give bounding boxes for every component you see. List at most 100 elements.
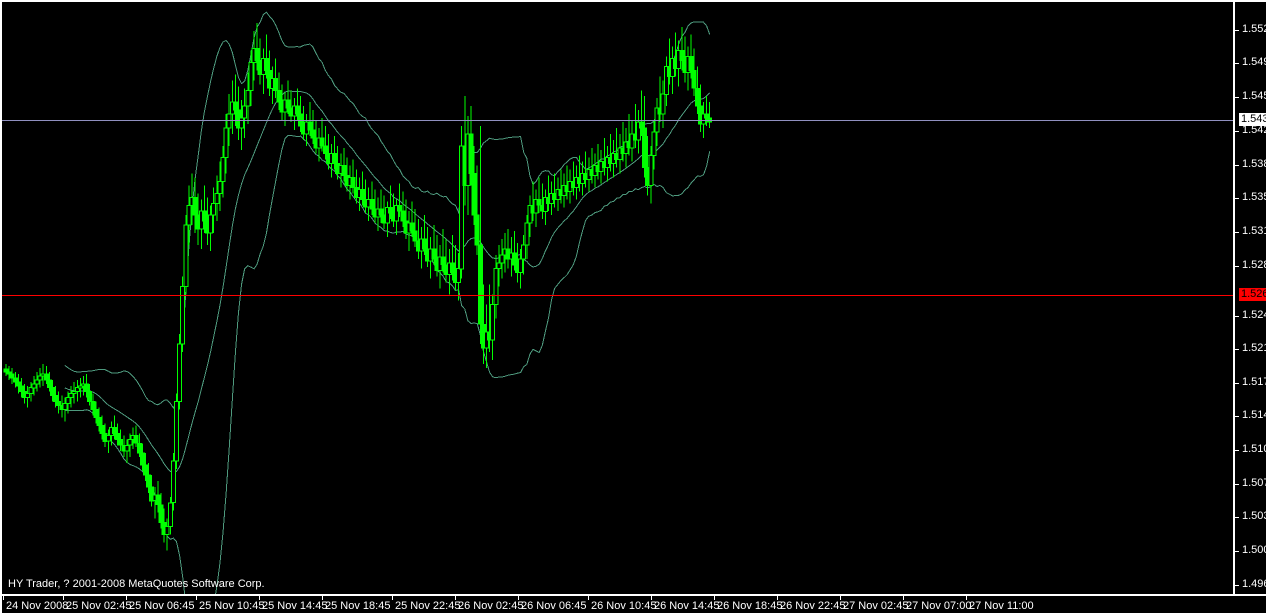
candle-body bbox=[84, 383, 90, 393]
copyright-watermark: HY Trader, ? 2001-2008 MetaQuotes Softwa… bbox=[8, 578, 265, 590]
time-tick-label: 26 Nov 14:45 bbox=[654, 600, 720, 612]
candle-body bbox=[694, 87, 700, 107]
price-tick-label: 1.5035 bbox=[1242, 510, 1266, 522]
price-tick-label: 1.5525 bbox=[1242, 23, 1266, 35]
candle-body bbox=[87, 391, 93, 403]
candle-body bbox=[146, 474, 152, 488]
time-tick-label: 25 Nov 06:45 bbox=[129, 600, 195, 612]
candle-body bbox=[71, 391, 77, 395]
time-scale[interactable]: 24 Nov 2008 25 Nov 02:45 25 Nov 06:45 25 No… bbox=[0, 594, 1266, 613]
time-tick bbox=[3, 596, 4, 600]
candle-body bbox=[112, 426, 117, 434]
candle-body bbox=[118, 438, 124, 446]
candle-body bbox=[384, 206, 390, 224]
candle-body bbox=[409, 222, 415, 232]
candle-body bbox=[232, 101, 238, 111]
time-tick bbox=[714, 596, 715, 600]
price-tick-label: 1.5210 bbox=[1242, 342, 1266, 354]
time-tick-label: 25 Nov 02:45 bbox=[66, 600, 132, 612]
candle-body bbox=[663, 66, 669, 95]
time-tick-label: 26 Nov 22:45 bbox=[780, 600, 846, 612]
candle-body bbox=[474, 214, 480, 246]
candle-body bbox=[50, 387, 55, 397]
candle-body bbox=[74, 387, 80, 393]
candle-body bbox=[226, 113, 232, 129]
candle-body bbox=[180, 286, 186, 345]
price-tick bbox=[1235, 165, 1239, 166]
candle-body bbox=[43, 373, 49, 381]
candle-body bbox=[96, 417, 102, 426]
candle-body bbox=[37, 375, 43, 381]
candle-body bbox=[245, 89, 251, 107]
candle-body bbox=[660, 93, 666, 115]
candle-body bbox=[31, 383, 37, 389]
time-tick-label: 26 Nov 06:45 bbox=[521, 600, 587, 612]
price-tick bbox=[1235, 416, 1239, 417]
time-tick-label: 25 Nov 14:45 bbox=[262, 600, 328, 612]
price-tick-label: 1.4965 bbox=[1242, 578, 1266, 590]
time-tick bbox=[903, 596, 904, 600]
price-tick-label: 1.5280 bbox=[1242, 259, 1266, 271]
candle-body bbox=[440, 256, 446, 266]
price-tick bbox=[1235, 349, 1239, 350]
candle-body bbox=[254, 48, 260, 61]
candle-body bbox=[46, 379, 52, 389]
candle-body bbox=[307, 121, 313, 131]
candle-body bbox=[654, 107, 660, 133]
candle-body bbox=[400, 210, 406, 222]
candle-body bbox=[174, 401, 179, 462]
candle-body bbox=[25, 393, 31, 399]
candle-body bbox=[62, 403, 68, 411]
candle-body bbox=[223, 127, 229, 159]
bollinger-middle-band bbox=[64, 90, 711, 474]
candle-body bbox=[167, 502, 173, 528]
price-chart-plot[interactable] bbox=[2, 2, 1233, 594]
candle-body bbox=[499, 254, 505, 264]
price-tick bbox=[1235, 198, 1239, 199]
price-tick bbox=[1235, 97, 1239, 98]
price-tick bbox=[1235, 450, 1239, 451]
price-tick bbox=[1235, 484, 1239, 485]
time-tick bbox=[777, 596, 778, 600]
candle-body bbox=[459, 145, 465, 270]
candle-body bbox=[477, 244, 483, 325]
price-tick-label: 1.5000 bbox=[1242, 544, 1266, 556]
candle-body bbox=[139, 452, 145, 466]
price-tick bbox=[1235, 131, 1239, 132]
time-tick-label: 27 Nov 11:00 bbox=[969, 600, 1034, 612]
candle-body bbox=[143, 464, 148, 476]
price-tick-label: 1.5070 bbox=[1242, 477, 1266, 489]
candle-body bbox=[369, 198, 375, 210]
time-tick-label: 25 Nov 18:45 bbox=[325, 600, 391, 612]
candle-body bbox=[217, 181, 223, 194]
candle-body bbox=[214, 192, 220, 204]
candle-body bbox=[394, 204, 400, 222]
candle-body bbox=[28, 387, 34, 395]
price-tick bbox=[1235, 383, 1239, 384]
time-tick-label: 24 Nov 2008 bbox=[6, 600, 69, 612]
candle-body bbox=[133, 434, 139, 444]
candle-body bbox=[90, 401, 96, 411]
candle-body bbox=[536, 198, 542, 206]
time-tick-label: 25 Nov 10:45 bbox=[199, 600, 265, 612]
time-tick bbox=[966, 596, 967, 600]
candle-body bbox=[524, 222, 530, 246]
candle-body bbox=[319, 137, 325, 147]
candle-body bbox=[208, 214, 214, 234]
candle-body bbox=[248, 62, 254, 91]
time-tick-label: 26 Nov 18:45 bbox=[717, 600, 783, 612]
price-scale[interactable]: 1.5525 1.5490 1.5455 1.5420 1.5385 1.5350 1.53… bbox=[1233, 0, 1266, 594]
price-tick-label: 1.5315 bbox=[1242, 225, 1266, 237]
candle-body bbox=[412, 230, 418, 242]
price-tick bbox=[1235, 30, 1239, 31]
candle-body bbox=[177, 343, 183, 403]
candle-body bbox=[635, 121, 641, 141]
candle-body bbox=[15, 381, 21, 387]
candle-body bbox=[387, 206, 393, 214]
candle-body bbox=[490, 303, 496, 341]
candle-body bbox=[220, 157, 226, 182]
time-tick-label: 26 Nov 10:45 bbox=[591, 600, 657, 612]
time-tick bbox=[518, 596, 519, 600]
price-tick-label: 1.5490 bbox=[1242, 56, 1266, 68]
